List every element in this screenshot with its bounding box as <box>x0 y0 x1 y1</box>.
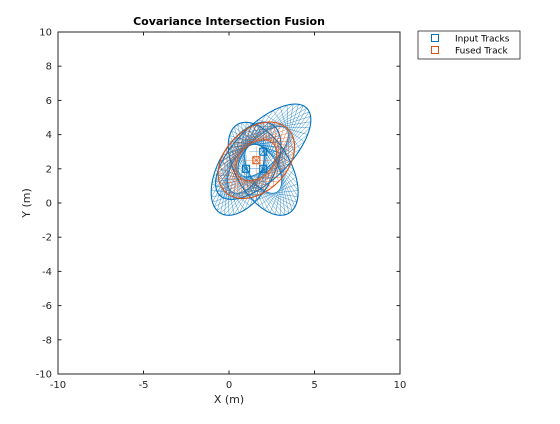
marker-square <box>242 164 251 173</box>
y-tick-label: 4 <box>46 130 52 141</box>
y-tick-label: 10 <box>39 28 52 39</box>
x-tick-label: 10 <box>394 380 407 391</box>
y-tick-label: -10 <box>36 370 52 381</box>
x-tick-label: 5 <box>311 380 317 391</box>
legend-marker-fused-track <box>431 46 439 54</box>
covariance-ellipse-0-2 <box>227 121 299 216</box>
y-tick-label: 0 <box>46 199 52 210</box>
y-tick-label: 8 <box>46 62 52 73</box>
marker-square <box>259 147 268 156</box>
x-tick-label: -5 <box>139 380 149 391</box>
legend-label-fused-track: Fused Track <box>455 47 509 57</box>
chart-title: Covariance Intersection Fusion <box>133 15 325 28</box>
y-tick-label: -6 <box>42 301 52 312</box>
covariance-ellipses <box>210 103 312 216</box>
x-tick-label: 0 <box>226 380 232 391</box>
axis-ticks: -10 -5 0 5 10 -10 -8 -6 -4 -2 0 2 4 6 8 10 <box>36 28 407 392</box>
marker-square <box>252 156 261 165</box>
track-marker-1-0 <box>252 156 261 165</box>
y-tick-label: 2 <box>46 164 52 175</box>
y-tick-label: -2 <box>42 233 52 244</box>
legend-label-input-tracks: Input Tracks <box>455 35 510 45</box>
x-axis-label: X (m) <box>214 393 244 406</box>
y-axis-label: Y (m) <box>20 188 33 219</box>
track-marker-0-0 <box>242 164 251 173</box>
ellipse-mesh <box>217 121 295 199</box>
x-tick-label: -10 <box>50 380 66 391</box>
y-tick-label: 6 <box>46 96 52 107</box>
covariance-ellipse-1-0 <box>217 121 296 200</box>
marker-cross <box>242 165 250 173</box>
marker-cross <box>259 148 267 155</box>
legend: Input Tracks Fused Track <box>417 30 521 60</box>
legend-box <box>417 30 521 60</box>
track-markers <box>242 147 268 173</box>
marker-cross <box>259 165 267 173</box>
marker-square <box>259 164 268 173</box>
track-marker-0-1 <box>259 147 268 156</box>
y-tick-label: -4 <box>42 267 52 278</box>
track-marker-0-2 <box>259 164 268 173</box>
marker-cross <box>253 157 260 164</box>
y-tick-label: -8 <box>42 335 52 346</box>
legend-marker-input-tracks <box>431 34 439 42</box>
